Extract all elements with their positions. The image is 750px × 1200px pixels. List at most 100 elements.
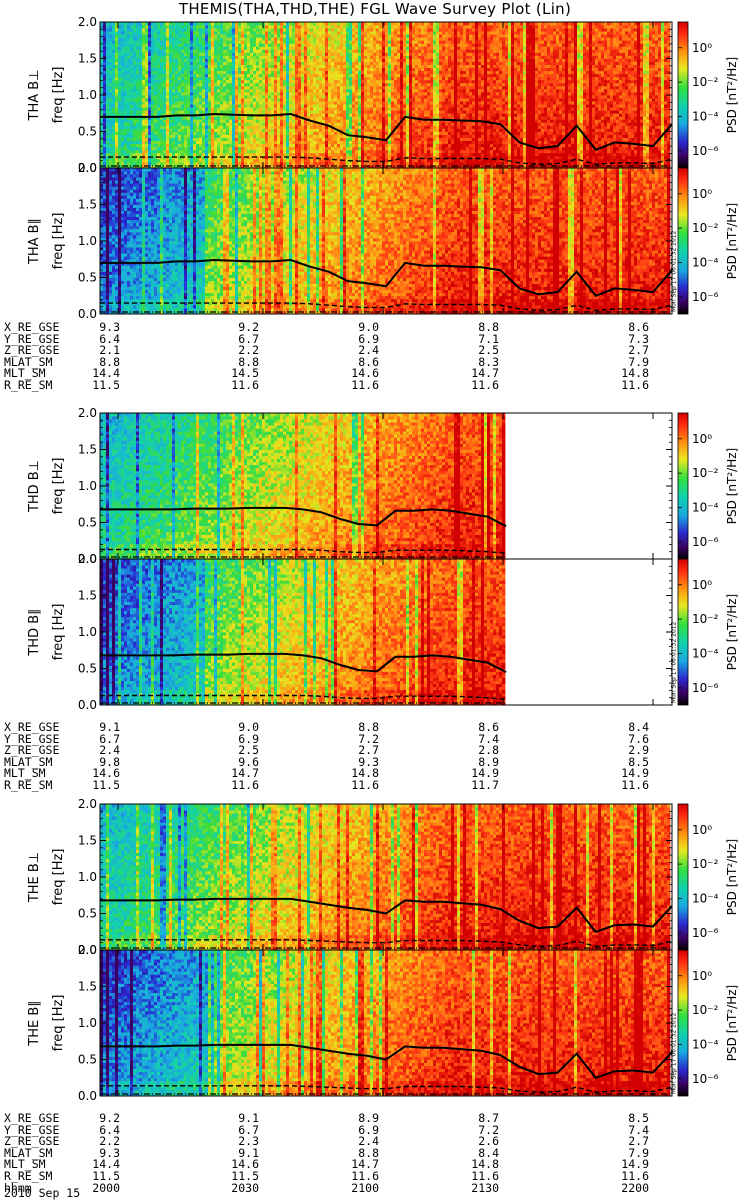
colorbar-label: PSD [nT²/Hz]	[725, 57, 739, 133]
y-tick-label: 0.5	[78, 907, 97, 921]
y-axis-unit: freq [Hz]	[51, 849, 66, 906]
y-axis-unit: freq [Hz]	[51, 995, 66, 1052]
timestamp-label: Mon Sep 17 06:01:32 2012	[671, 230, 678, 312]
colorbar-tick-label: 10⁻⁴	[692, 1037, 719, 1051]
y-tick-label: 0.5	[78, 271, 97, 285]
colorbar-tick-label: 10⁰	[692, 432, 712, 446]
time-tick-label: 2000	[90, 1183, 120, 1195]
y-tick-label: 2.0	[78, 797, 97, 811]
y-axis-unit: freq [Hz]	[51, 604, 66, 661]
ephemeris-value: 11.6	[619, 780, 649, 792]
spectrogram	[100, 168, 670, 314]
colorbar-tick-label: 10⁻²	[692, 221, 719, 235]
spectrogram	[100, 804, 670, 950]
colorbar-tick-label: 10⁻⁶	[692, 1072, 719, 1086]
y-tick-label: 2.0	[78, 406, 97, 420]
colorbar-tick-label: 10⁻⁴	[692, 500, 719, 514]
time-tick-label: 2100	[349, 1183, 379, 1195]
y-tick-label: 1.5	[78, 980, 97, 994]
wave-survey-figure: 0.0 0.5 1.0 1.5 2.0 THA B⊥ freq [Hz] 10⁰ 10⁻² 10⁻…	[0, 0, 750, 1200]
y-tick-label: 2.0	[78, 161, 97, 175]
date-label: 2010 Sep 15	[4, 1186, 80, 1200]
colorbar-tick-label: 10⁻⁶	[692, 926, 719, 940]
y-tick-label: 2.0	[78, 943, 97, 957]
y-tick-label: 1.5	[78, 198, 97, 212]
colorbar-tick-label: 10⁰	[692, 823, 712, 837]
ephemeris-value: 11.6	[349, 380, 379, 392]
y-tick-label: 0.5	[78, 516, 97, 530]
y-axis-unit: freq [Hz]	[51, 458, 66, 515]
y-tick-label: 0.5	[78, 662, 97, 676]
colorbar-tick-label: 10⁻⁴	[692, 646, 719, 660]
y-tick-label: 1.5	[78, 52, 97, 66]
spectrogram	[100, 950, 670, 1096]
time-tick-label: 2200	[619, 1183, 649, 1195]
colorbar-label: PSD [nT²/Hz]	[725, 594, 739, 670]
y-tick-label: 1.0	[78, 870, 97, 884]
ephemeris-value: 11.6	[229, 780, 259, 792]
ephemeris-value: 11.5	[90, 780, 120, 792]
colorbar-label: PSD [nT²/Hz]	[725, 448, 739, 524]
ephemeris-value: 11.7	[469, 780, 499, 792]
colorbar: 10⁰ 10⁻² 10⁻⁴ 10⁻⁶ PSD [nT²/Hz]	[678, 950, 739, 1096]
ephemeris-label: R_RE_SM	[4, 780, 52, 792]
y-axis-name: THD B⊥	[27, 460, 42, 513]
colorbar-tick-label: 10⁻⁶	[692, 144, 719, 158]
y-tick-label: 1.0	[78, 234, 97, 248]
colorbar-tick-label: 10⁻⁴	[692, 109, 719, 123]
colorbar-tick-label: 10⁰	[692, 187, 712, 201]
y-tick-label: 1.0	[78, 479, 97, 493]
time-tick-label: 2030	[229, 1183, 259, 1195]
y-tick-label: 0.5	[78, 1053, 97, 1067]
y-axis-name: THA B∥	[27, 218, 42, 265]
y-tick-label: 1.0	[78, 88, 97, 102]
colorbar-tick-label: 10⁻⁶	[692, 535, 719, 549]
y-tick-label: 2.0	[78, 15, 97, 29]
tha-panel-par: 0.0 0.5 1.0 1.5 2.0 THA B∥ freq [Hz] 10⁰ 10⁻² 10⁻…	[27, 161, 739, 321]
y-tick-label: 0.0	[78, 698, 97, 712]
y-tick-label: 1.5	[78, 589, 97, 603]
colorbar-tick-label: 10⁻²	[692, 1003, 719, 1017]
timestamp-label: Mon Sep 17 06:01:32 2012	[671, 621, 678, 703]
y-tick-label: 0.0	[78, 307, 97, 321]
colorbar-label: PSD [nT²/Hz]	[725, 839, 739, 915]
colorbar: 10⁰ 10⁻² 10⁻⁴ 10⁻⁶ PSD [nT²/Hz]	[678, 804, 739, 950]
y-tick-label: 1.5	[78, 834, 97, 848]
colorbar-tick-label: 10⁻²	[692, 857, 719, 871]
colorbar-tick-label: 10⁰	[692, 969, 712, 983]
ephemeris-value: 11.6	[619, 380, 649, 392]
colorbar-tick-label: 10⁻⁴	[692, 891, 719, 905]
colorbar: 10⁰ 10⁻² 10⁻⁴ 10⁻⁶ PSD [nT²/Hz]	[678, 413, 739, 559]
colorbar-tick-label: 10⁰	[692, 41, 712, 55]
time-tick-label: 2130	[469, 1183, 499, 1195]
colorbar-tick-label: 10⁰	[692, 578, 712, 592]
y-axis-name: THD B∥	[27, 608, 42, 656]
y-tick-label: 0.5	[78, 125, 97, 139]
spectrogram	[100, 559, 505, 705]
colorbar-tick-label: 10⁻²	[692, 75, 719, 89]
ephemeris-value: 11.5	[90, 380, 120, 392]
y-axis-unit: freq [Hz]	[51, 213, 66, 270]
colorbar-tick-label: 10⁻⁶	[692, 290, 719, 304]
ephemeris-label: R_RE_SM	[4, 380, 52, 392]
colorbar-tick-label: 10⁻⁴	[692, 255, 719, 269]
y-axis-name: THA B⊥	[27, 70, 42, 122]
spectrogram	[100, 22, 670, 168]
y-axis-name: THE B⊥	[27, 852, 42, 903]
ephemeris-value: 11.6	[469, 380, 499, 392]
colorbar-tick-label: 10⁻²	[692, 466, 719, 480]
y-tick-label: 2.0	[78, 552, 97, 566]
y-tick-label: 1.0	[78, 1016, 97, 1030]
spectrogram	[100, 413, 505, 559]
colorbar-tick-label: 10⁻⁶	[692, 681, 719, 695]
colorbar-label: PSD [nT²/Hz]	[725, 985, 739, 1061]
y-axis-name: THE B∥	[27, 1000, 42, 1046]
y-tick-label: 1.0	[78, 625, 97, 639]
